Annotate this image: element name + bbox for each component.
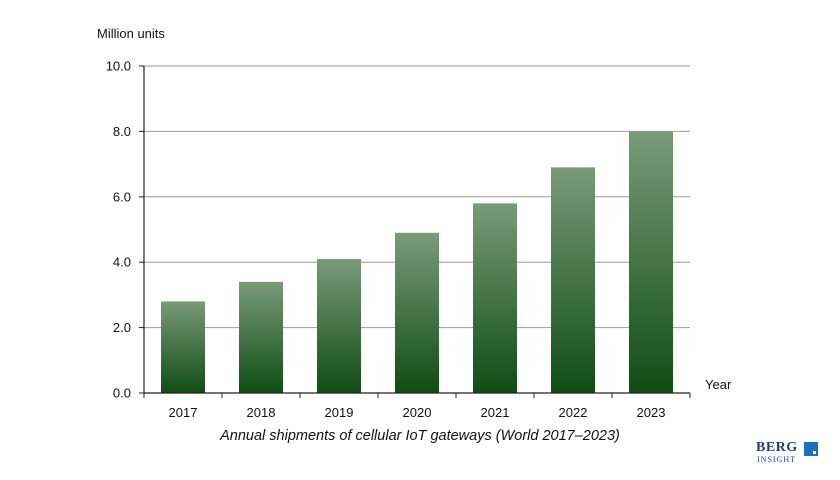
- berg-insight-logo: BERG INSIGHT: [756, 440, 820, 466]
- logo-wordmark-top: BERG: [756, 440, 798, 455]
- x-tick-label: 2018: [247, 405, 276, 420]
- y-axis-label: Million units: [97, 26, 165, 41]
- y-tick-label: 0.0: [113, 386, 131, 401]
- bar-2021: [473, 203, 517, 393]
- y-tick-label: 4.0: [113, 255, 131, 270]
- bar-2018: [239, 281, 283, 393]
- chart-caption: Annual shipments of cellular IoT gateway…: [220, 428, 620, 444]
- bar-2017: [161, 301, 205, 393]
- x-tick-label: 2019: [325, 405, 354, 420]
- y-tick-label: 2.0: [113, 320, 131, 335]
- bar-2023: [629, 131, 673, 393]
- bar-2019: [317, 258, 361, 393]
- logo-wordmark-bottom: INSIGHT: [757, 455, 796, 464]
- x-tick-label: 2020: [403, 405, 432, 420]
- x-tick-label: 2022: [559, 405, 588, 420]
- y-tick-label: 6.0: [113, 189, 131, 204]
- x-tick-label: 2017: [169, 405, 198, 420]
- bar-2020: [395, 232, 439, 393]
- logo-square-icon: [804, 442, 818, 456]
- x-axis-label: Year: [705, 377, 732, 392]
- x-tick-label: 2023: [637, 405, 666, 420]
- y-tick-label: 10.0: [106, 59, 131, 74]
- y-tick-label: 8.0: [113, 124, 131, 139]
- x-tick-label: 2021: [481, 405, 510, 420]
- bar-2022: [551, 167, 595, 393]
